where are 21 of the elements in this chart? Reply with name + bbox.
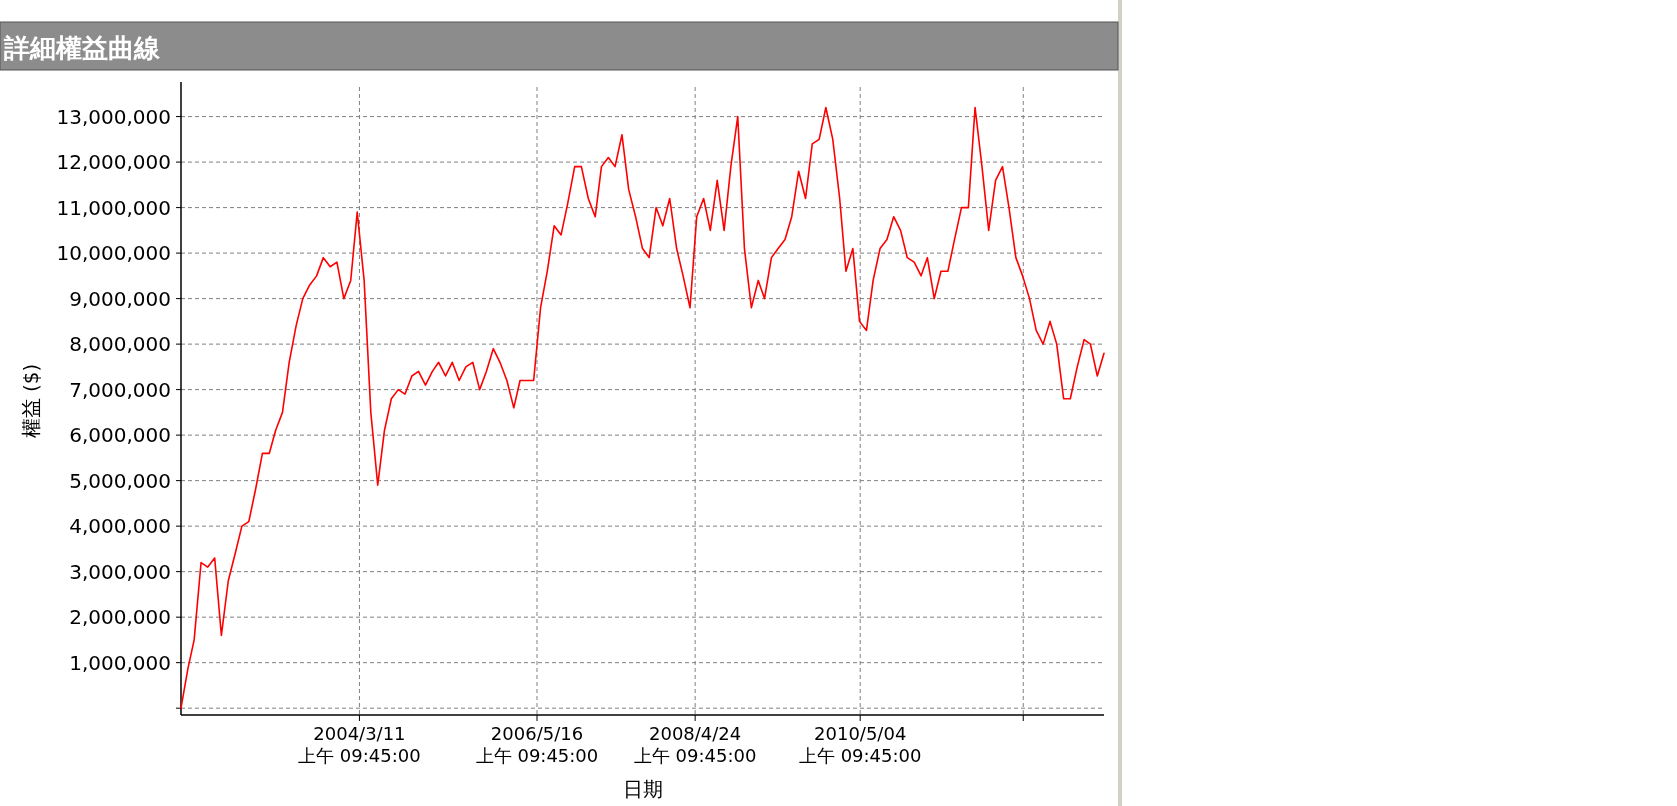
y-tick-label: 12,000,000 [56, 150, 171, 175]
y-tick-label: 9,000,000 [69, 286, 171, 311]
y-tick-label: 4,000,000 [69, 514, 171, 539]
y-tick-label: 13,000,000 [56, 104, 171, 129]
y-tick-label: 1,000,000 [69, 650, 171, 675]
y-tick-label: 7,000,000 [69, 377, 171, 402]
y-tick-label: 2,000,000 [69, 605, 171, 630]
y-tick-label: 5,000,000 [69, 468, 171, 493]
y-tick-label: 8,000,000 [69, 332, 171, 357]
x-tick-label: 2010/5/04 上午 09:45:00 [798, 723, 922, 766]
x-tick-label: 2004/3/11 上午 09:45:00 [298, 723, 421, 766]
y-tick-label: 11,000,000 [56, 195, 171, 220]
y-tick-label: 6,000,000 [69, 423, 171, 448]
y-tick-label: 3,000,000 [69, 559, 171, 584]
y-tick-label: 10,000,000 [56, 241, 171, 266]
chart-title: 詳細權益曲線 [3, 33, 161, 63]
x-tick-label: 2008/4/24 上午 09:45:00 [633, 723, 757, 766]
y-axis-title: 權益 ($) [19, 363, 43, 439]
line-series [180, 106, 1105, 709]
x-tick-label: 2006/5/16 上午 09:45:00 [475, 723, 599, 766]
x-axis-title: 日期 [622, 777, 663, 801]
